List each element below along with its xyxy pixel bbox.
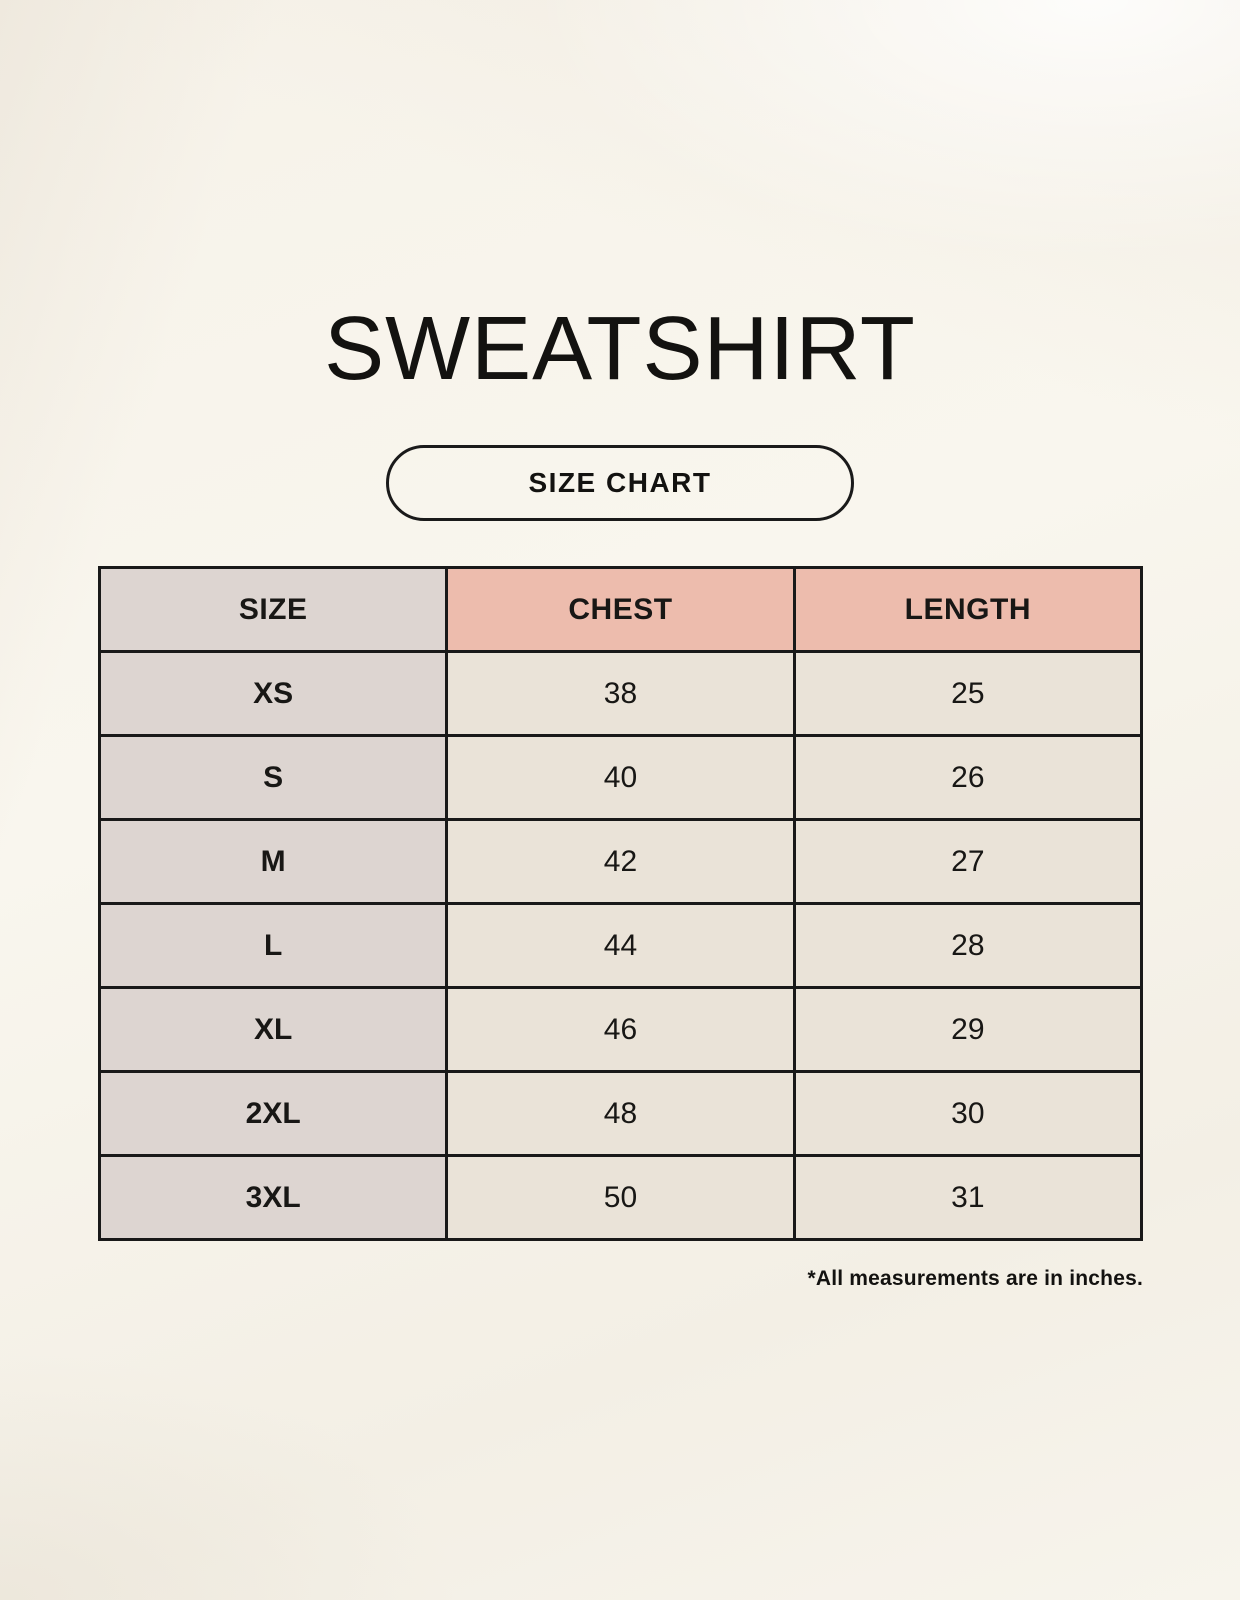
length-cell: 30 (792, 1070, 1144, 1157)
chest-cell: 38 (445, 650, 796, 737)
table-row: L 44 28 (97, 902, 1144, 989)
table-row: 3XL 50 31 (97, 1154, 1144, 1241)
measurements-note: *All measurements are in inches. (807, 1267, 1143, 1290)
length-cell: 26 (792, 734, 1144, 821)
chest-cell: 48 (445, 1070, 796, 1157)
column-header-chest: CHEST (445, 566, 796, 653)
size-chart-table: SIZE CHEST LENGTH XS 38 25 S 40 26 M 42 … (97, 566, 1144, 1241)
size-chart-badge-label: SIZE CHART (528, 467, 712, 498)
size-chart-badge[interactable]: SIZE CHART (386, 445, 854, 521)
chest-cell: 46 (445, 986, 796, 1073)
size-cell: M (97, 818, 449, 905)
length-cell: 27 (792, 818, 1144, 905)
product-title: SWEATSHIRT (324, 299, 916, 399)
length-cell: 31 (792, 1154, 1144, 1241)
length-cell: 25 (792, 650, 1144, 737)
table-row: 2XL 48 30 (97, 1070, 1144, 1157)
column-header-length: LENGTH (792, 566, 1144, 653)
length-cell: 29 (792, 986, 1144, 1073)
chest-cell: 44 (445, 902, 796, 989)
size-cell: 3XL (97, 1154, 449, 1241)
size-cell: XL (97, 986, 449, 1073)
table-row: XS 38 25 (97, 650, 1144, 737)
size-cell: 2XL (97, 1070, 449, 1157)
table-row: M 42 27 (97, 818, 1144, 905)
table-row: S 40 26 (97, 734, 1144, 821)
size-cell: S (97, 734, 449, 821)
chest-cell: 42 (445, 818, 796, 905)
size-cell: XS (97, 650, 449, 737)
chest-cell: 40 (445, 734, 796, 821)
size-cell: L (97, 902, 449, 989)
chest-cell: 50 (445, 1154, 796, 1241)
column-header-size: SIZE (97, 566, 449, 653)
length-cell: 28 (792, 902, 1144, 989)
table-header-row: SIZE CHEST LENGTH (97, 566, 1144, 653)
table-row: XL 46 29 (97, 986, 1144, 1073)
